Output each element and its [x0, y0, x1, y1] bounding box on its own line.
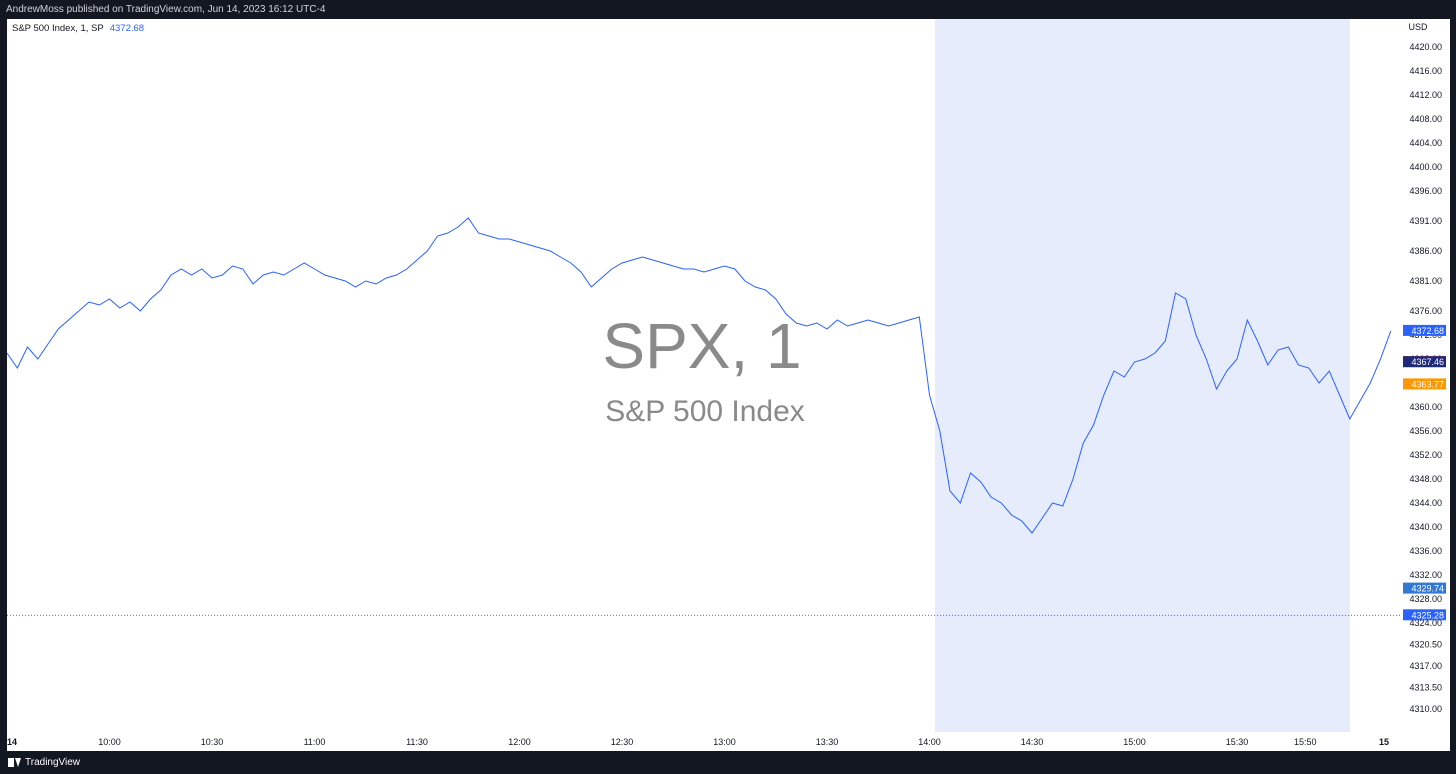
brand-label: TradingView — [25, 757, 81, 768]
y-tick-label: 4340.00 — [1409, 522, 1442, 532]
y-tick-label: 4344.00 — [1409, 498, 1442, 508]
x-tick-label: 15:50 — [1294, 737, 1317, 747]
y-tick-label: 4360.00 — [1409, 402, 1442, 412]
x-tick-label: 12:00 — [508, 737, 531, 747]
y-tick-label: 4324.00 — [1409, 618, 1442, 628]
x-tick-label: 11:30 — [406, 737, 428, 747]
price-tag-label: 4367.46 — [1411, 357, 1444, 367]
y-tick-label: 4420.00 — [1409, 42, 1442, 52]
y-tick-label: 4404.00 — [1409, 138, 1442, 148]
x-tick-label: 15:00 — [1123, 737, 1146, 747]
tradingview-logo-icon — [8, 758, 21, 767]
watermark-ticker: SPX, 1 — [602, 310, 801, 382]
x-tick-label: 13:00 — [713, 737, 736, 747]
price-tag: 4372.68 — [1403, 324, 1446, 336]
price-tag: 4363.77 — [1403, 378, 1446, 390]
price-tag: 4367.46 — [1403, 356, 1446, 368]
publish-header: AndrewMoss published on TradingView.com,… — [0, 0, 1456, 19]
y-tick-label: 4317.00 — [1409, 661, 1442, 671]
y-tick-label: 4412.00 — [1409, 90, 1442, 100]
currency-label: USD — [1408, 22, 1428, 32]
y-tick-label: 4391.00 — [1409, 216, 1442, 226]
footer-bar: TradingView — [0, 751, 1456, 774]
x-tick-label: 11:00 — [304, 737, 326, 747]
time-axis[interactable]: 14 10:00 10:30 11:00 11:30 12:00 12:30 13:00 13:… — [7, 737, 1389, 747]
y-tick-label: 4356.00 — [1409, 426, 1442, 436]
y-tick-label: 4313.50 — [1409, 683, 1442, 693]
x-tick-label: 14 — [7, 737, 17, 747]
price-tag-bg — [1403, 324, 1446, 336]
x-tick-label: 13:30 — [816, 737, 839, 747]
x-tick-label: 14:30 — [1021, 737, 1044, 747]
y-tick-label: 4416.00 — [1409, 66, 1442, 76]
y-tick-label: 4400.00 — [1409, 162, 1442, 172]
y-tick-label: 4408.00 — [1409, 114, 1442, 124]
price-tag-label: 4363.77 — [1411, 379, 1444, 389]
x-tick-label: 12:30 — [611, 737, 634, 747]
tradingview-brand[interactable]: TradingView — [8, 757, 80, 768]
price-tag-bg — [1403, 582, 1446, 594]
y-tick-label: 4310.00 — [1409, 704, 1442, 714]
price-tag-bg — [1403, 378, 1446, 390]
price-tag-bg — [1403, 609, 1446, 621]
watermark-name: S&P 500 Index — [605, 395, 805, 428]
price-tags: 4372.684367.494367.464363.774329.744325.… — [1403, 324, 1446, 621]
y-tick-label: 4328.00 — [1409, 594, 1442, 604]
legend-last-price: 4372.68 — [109, 23, 145, 34]
symbol-description: S&P 500 Index, 1, SP — [12, 23, 104, 34]
x-tick-label: 10:00 — [98, 737, 121, 747]
price-tag: 4329.74 — [1403, 582, 1446, 594]
price-tag-label: 4325.28 — [1411, 610, 1444, 620]
price-tag: 4325.28 — [1403, 609, 1446, 621]
price-series-line — [6, 217, 1392, 534]
y-tick-label: 4332.00 — [1409, 570, 1442, 580]
y-tick-label: 4396.00 — [1409, 186, 1442, 196]
price-tag-bg — [1403, 356, 1446, 368]
y-tick-label: 4352.00 — [1409, 450, 1442, 460]
x-tick-label: 14:00 — [918, 737, 941, 747]
chart-watermark: SPX, 1 S&P 500 Index — [602, 310, 804, 428]
x-tick-label: 15:30 — [1226, 737, 1249, 747]
y-tick-label: 4336.00 — [1409, 546, 1442, 556]
y-tick-label: 4376.00 — [1409, 306, 1442, 316]
y-tick-label: 4348.00 — [1409, 474, 1442, 484]
price-tag-label: 4329.74 — [1411, 584, 1444, 594]
x-tick-label: 10:30 — [201, 737, 224, 747]
session-highlight — [935, 19, 1350, 732]
price-tag-label: 4372.68 — [1411, 326, 1444, 336]
x-tick-label: 15 — [1379, 737, 1389, 747]
y-tick-label: 4381.00 — [1409, 276, 1442, 286]
y-tick-label: 4386.00 — [1409, 246, 1442, 256]
y-tick-label: 4320.50 — [1409, 640, 1442, 650]
symbol-legend[interactable]: S&P 500 Index, 1, SP 4372.68 — [12, 23, 144, 34]
publish-info: AndrewMoss published on TradingView.com,… — [6, 4, 326, 15]
